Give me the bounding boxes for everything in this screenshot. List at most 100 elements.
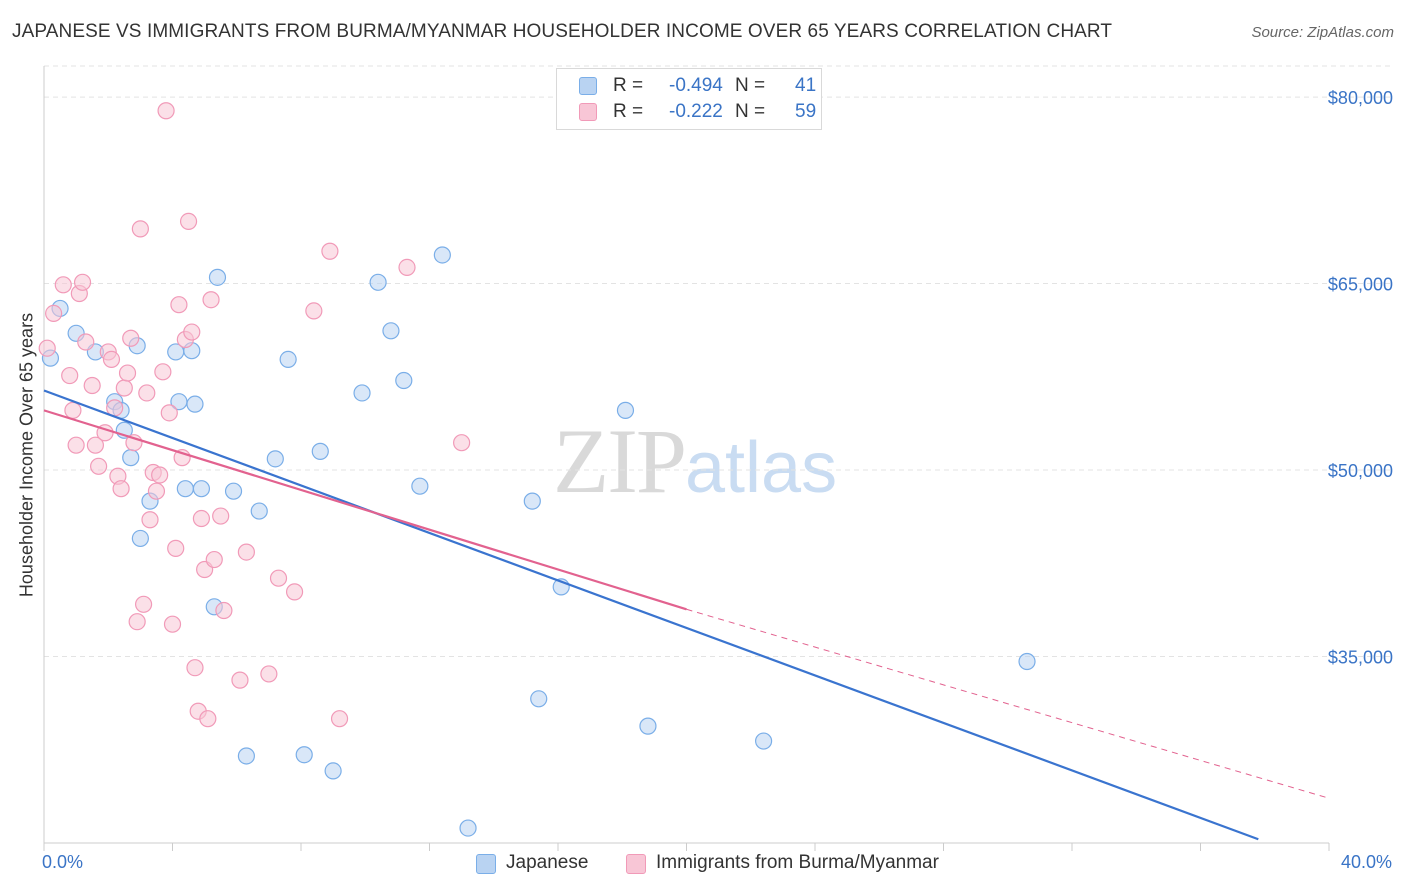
y-axis-label: Householder Income Over 65 years bbox=[16, 312, 37, 598]
point-japanese bbox=[295, 746, 313, 764]
point-japanese bbox=[639, 717, 657, 735]
point-burma bbox=[67, 436, 85, 454]
chart-title: JAPANESE VS IMMIGRANTS FROM BURMA/MYANMA… bbox=[12, 21, 1113, 42]
point-burma bbox=[199, 710, 217, 728]
point-burma bbox=[45, 304, 63, 322]
point-japanese bbox=[353, 384, 371, 402]
point-burma bbox=[237, 543, 255, 561]
point-japanese bbox=[530, 690, 548, 708]
y-tick-label: $35,000 bbox=[1328, 648, 1393, 668]
point-japanese bbox=[395, 371, 413, 390]
point-japanese bbox=[237, 747, 255, 765]
point-burma bbox=[147, 482, 166, 500]
point-burma bbox=[38, 339, 56, 357]
point-burma bbox=[86, 436, 105, 454]
point-japanese bbox=[131, 529, 149, 548]
point-burma bbox=[202, 291, 220, 309]
y-tick-label: $80,000 bbox=[1328, 88, 1393, 108]
point-burma bbox=[131, 220, 149, 238]
point-burma bbox=[115, 379, 133, 397]
point-burma bbox=[77, 333, 95, 351]
point-japanese bbox=[459, 819, 477, 837]
point-japanese bbox=[250, 502, 268, 520]
stats-swatch-japanese bbox=[579, 77, 597, 95]
point-burma bbox=[170, 296, 188, 314]
point-japanese bbox=[523, 492, 541, 510]
stats-r-label: R = bbox=[613, 101, 644, 122]
point-burma bbox=[192, 509, 211, 528]
point-japanese bbox=[411, 477, 429, 495]
point-japanese bbox=[279, 350, 297, 368]
point-burma bbox=[128, 613, 146, 631]
point-burma bbox=[215, 601, 233, 620]
legend-label-burma: Immigrants from Burma/Myanmar bbox=[656, 852, 939, 873]
point-burma bbox=[205, 550, 223, 569]
point-burma bbox=[285, 583, 304, 601]
y-tick-label: $50,000 bbox=[1328, 461, 1393, 481]
point-burma bbox=[160, 404, 178, 422]
point-burma bbox=[64, 401, 82, 419]
point-burma bbox=[154, 363, 172, 381]
stats-r-value: -0.494 bbox=[669, 75, 723, 96]
point-japanese bbox=[176, 480, 194, 498]
stats-n-value: 59 bbox=[795, 101, 817, 122]
point-burma bbox=[157, 102, 175, 120]
point-japanese bbox=[369, 273, 387, 291]
point-japanese bbox=[122, 449, 140, 467]
point-burma bbox=[163, 615, 182, 633]
point-burma bbox=[183, 323, 201, 341]
stats-n-label: N = bbox=[735, 75, 766, 96]
point-japanese bbox=[616, 401, 635, 419]
stats-n-value: 41 bbox=[795, 75, 817, 96]
point-japanese bbox=[266, 450, 284, 468]
point-japanese bbox=[433, 246, 451, 264]
point-burma bbox=[186, 659, 204, 677]
point-burma bbox=[231, 671, 249, 689]
point-burma bbox=[83, 376, 101, 395]
point-burma bbox=[398, 258, 416, 276]
point-burma bbox=[90, 457, 108, 475]
point-burma bbox=[122, 329, 140, 347]
stats-swatch-burma bbox=[579, 103, 597, 121]
stats-r-label: R = bbox=[613, 75, 644, 96]
point-burma bbox=[330, 710, 349, 728]
point-burma bbox=[138, 384, 156, 402]
point-japanese bbox=[324, 762, 342, 780]
point-burma bbox=[321, 242, 339, 260]
y-tick-label: $65,000 bbox=[1328, 275, 1393, 295]
point-burma bbox=[453, 434, 471, 452]
point-japanese bbox=[208, 268, 227, 286]
point-japanese bbox=[186, 395, 204, 413]
trend-line-burma bbox=[43, 409, 687, 611]
point-japanese bbox=[224, 482, 243, 500]
x-tick-label-max: 40.0% bbox=[1340, 852, 1392, 872]
point-burma bbox=[73, 273, 92, 291]
point-burma bbox=[260, 665, 278, 683]
trend-line-japanese bbox=[43, 389, 1259, 841]
point-burma bbox=[179, 212, 198, 230]
point-burma bbox=[167, 539, 185, 557]
point-burma bbox=[102, 350, 121, 368]
point-burma bbox=[61, 366, 79, 385]
point-burma bbox=[212, 507, 230, 525]
legend-label-japanese: Japanese bbox=[506, 852, 589, 873]
legend-swatch-japanese bbox=[476, 854, 496, 874]
point-burma bbox=[269, 569, 288, 587]
legend-swatch-burma bbox=[626, 854, 646, 874]
stats-n-label: N = bbox=[735, 101, 766, 122]
watermark: ZIPatlas bbox=[553, 408, 837, 514]
point-burma bbox=[134, 595, 153, 613]
x-tick-label-min: 0.0% bbox=[42, 852, 84, 872]
point-japanese bbox=[382, 322, 400, 340]
trend-line-burma-extension bbox=[686, 608, 1330, 799]
watermark-atlas: atlas bbox=[685, 428, 838, 508]
point-burma bbox=[112, 480, 130, 498]
point-japanese bbox=[1018, 652, 1036, 671]
point-burma bbox=[151, 466, 169, 484]
correlation-stats-box: R = -0.494 N = 41 R = -0.222 N = 59 bbox=[556, 68, 822, 130]
point-burma bbox=[305, 302, 323, 320]
point-burma bbox=[141, 511, 159, 529]
stats-r-value: -0.222 bbox=[669, 101, 723, 122]
point-burma bbox=[118, 364, 137, 382]
